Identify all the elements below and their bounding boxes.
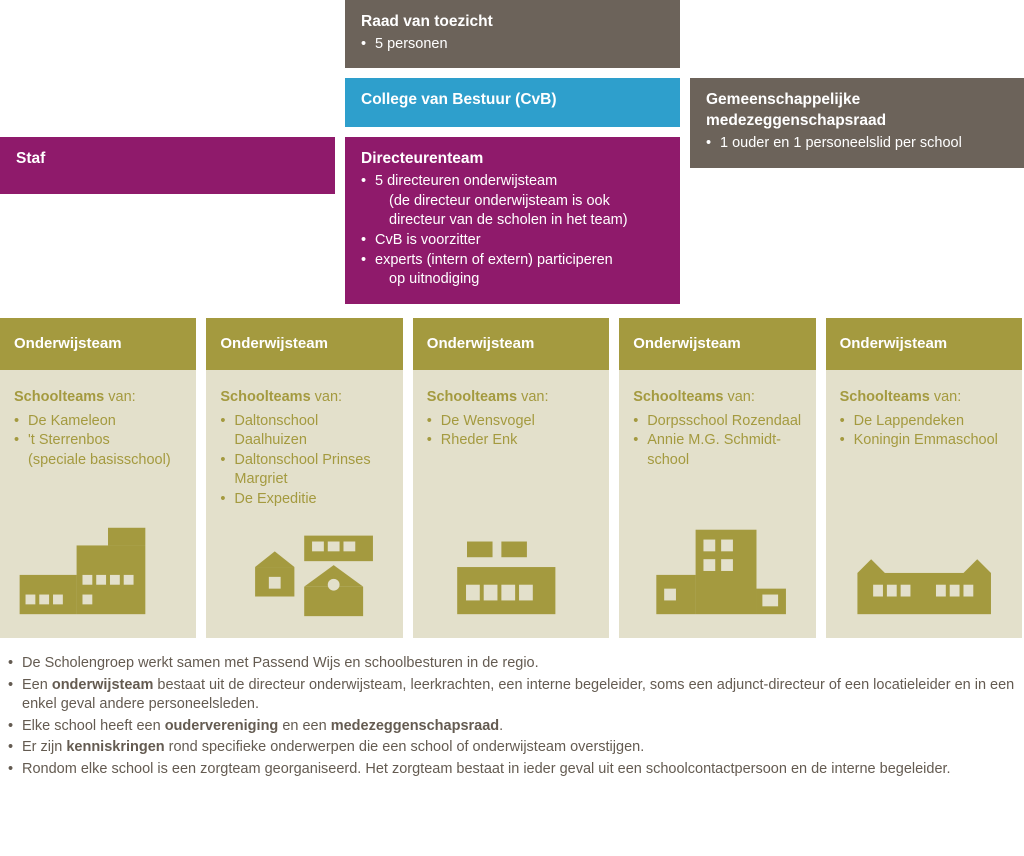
dir-bullet-3: experts (intern of extern) participeren … [361,251,664,290]
directeurenteam-box: Directeurenteam 5 directeuren onderwijst… [345,137,680,303]
raad-title: Raad van toezicht [361,12,664,33]
team-body: Schoolteams van:Daltonschool DaalhuizenD… [206,370,402,638]
school-item: 't Sterrenbos(speciale basisschool) [14,431,182,470]
team-header: Onderwijsteam [0,318,196,370]
footer-item: Er zijn kenniskringen rond specifieke on… [8,738,1016,758]
raad-bullet: 5 personen [361,35,664,55]
staf-title: Staf [16,149,319,170]
raad-van-toezicht-box: Raad van toezicht 5 personen [345,0,680,68]
schoolteams-label: Schoolteams [427,389,517,405]
buildings-icon [826,504,1022,624]
cvb-title: College van Bestuur (CvB) [361,90,664,111]
team-body: Schoolteams van:De LappendekenKoningin E… [826,370,1022,638]
footer-item: Elke school heeft een oudervereniging en… [8,717,1016,737]
gmr-bullet: 1 ouder en 1 personeelslid per school [706,134,1009,154]
dir-bullet-1: 5 directeuren onderwijsteam (de directeu… [361,172,664,231]
teams-row: OnderwijsteamOnderwijsteamOnderwijsteamO… [0,318,1024,638]
school-item: De Kameleon [14,412,182,432]
school-item: Annie M.G. Schmidt-school [633,431,801,470]
gmr-box: Gemeenschappelijke medezeggenschapsraad … [690,78,1024,167]
dir-title: Directeurenteam [361,149,664,170]
team-header: Onderwijsteam [619,318,815,370]
schoolteams-label: Schoolteams [633,389,723,405]
team-body: Schoolteams van:De Kameleon't Sterrenbos… [0,370,196,638]
buildings-icon [619,504,815,624]
gmr-title-l1: Gemeenschappelijke [706,90,1009,111]
dir-bullet-2: CvB is voorzitter [361,231,664,251]
schoolteams-label: Schoolteams [220,389,310,405]
team-header: Onderwijsteam [826,318,1022,370]
school-item: De Lappendeken [840,412,1008,432]
org-top-grid: Raad van toezicht 5 personen College van… [0,0,1024,304]
team-body: Schoolteams van:Dorpsschool RozendaalAnn… [619,370,815,638]
team-header: Onderwijsteam [206,318,402,370]
footer-item: Rondom elke school is een zorgteam georg… [8,760,1016,780]
buildings-icon [206,504,402,624]
team-header: Onderwijsteam [413,318,609,370]
gmr-title-l2: medezeggenschapsraad [706,111,1009,132]
buildings-icon [0,504,196,624]
footer-item: Een onderwijsteam bestaat uit de directe… [8,676,1016,715]
staf-box: Staf [0,137,335,194]
school-item: Dorpsschool Rozendaal [633,412,801,432]
school-item: Daltonschool Daalhuizen [220,412,388,451]
school-item: Rheder Enk [427,431,595,451]
schoolteams-label: Schoolteams [14,389,104,405]
footer-item: De Scholengroep werkt samen met Passend … [8,654,1016,674]
school-item: Koningin Emmaschool [840,431,1008,451]
schoolteams-label: Schoolteams [840,389,930,405]
team-body: Schoolteams van:De WensvogelRheder Enk [413,370,609,638]
college-van-bestuur-box: College van Bestuur (CvB) [345,78,680,127]
school-item: De Wensvogel [427,412,595,432]
school-item: Daltonschool Prinses Margriet [220,451,388,490]
footer-notes: De Scholengroep werkt samen met Passend … [0,638,1024,779]
buildings-icon [413,504,609,624]
